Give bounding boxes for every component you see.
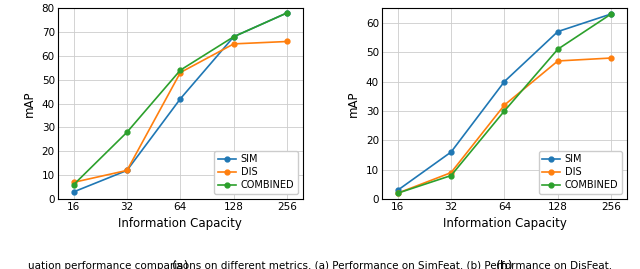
COMBINED (284, 11, 291, 15)
COMBINED (70, 183, 77, 186)
DIS (394, 192, 401, 195)
SIM (447, 150, 455, 154)
Line: COMBINED: COMBINED (396, 12, 614, 196)
SIM (394, 189, 401, 192)
Line: SIM: SIM (396, 12, 614, 193)
DIS (123, 169, 131, 172)
COMBINED (394, 192, 401, 195)
SIM (230, 35, 237, 38)
Y-axis label: mAP: mAP (348, 90, 360, 117)
DIS (230, 42, 237, 45)
SIM (177, 97, 184, 100)
Line: DIS: DIS (71, 39, 289, 185)
COMBINED (447, 174, 455, 177)
DIS (554, 59, 562, 63)
COMBINED (554, 48, 562, 51)
DIS (177, 71, 184, 74)
Line: SIM: SIM (71, 10, 289, 194)
SIM (554, 30, 562, 33)
Legend: SIM, DIS, COMBINED: SIM, DIS, COMBINED (539, 151, 622, 194)
DIS (447, 171, 455, 174)
DIS (607, 56, 615, 60)
Y-axis label: mAP: mAP (23, 90, 36, 117)
COMBINED (123, 131, 131, 134)
Text: uation performance comparisons on different metrics. (a) Performance on SimFeat.: uation performance comparisons on differ… (28, 261, 612, 269)
Legend: SIM, DIS, COMBINED: SIM, DIS, COMBINED (214, 151, 298, 194)
COMBINED (500, 109, 508, 112)
SIM (284, 11, 291, 15)
DIS (500, 103, 508, 107)
Text: (a): (a) (172, 260, 189, 269)
DIS (284, 40, 291, 43)
DIS (70, 181, 77, 184)
SIM (123, 169, 131, 172)
SIM (70, 190, 77, 193)
COMBINED (607, 12, 615, 16)
SIM (607, 12, 615, 16)
X-axis label: Information Capacity: Information Capacity (118, 217, 243, 230)
X-axis label: Information Capacity: Information Capacity (442, 217, 566, 230)
COMBINED (230, 35, 237, 38)
Line: COMBINED: COMBINED (71, 10, 289, 187)
COMBINED (177, 69, 184, 72)
Text: (b): (b) (495, 260, 513, 269)
Line: DIS: DIS (396, 56, 614, 196)
SIM (500, 80, 508, 83)
